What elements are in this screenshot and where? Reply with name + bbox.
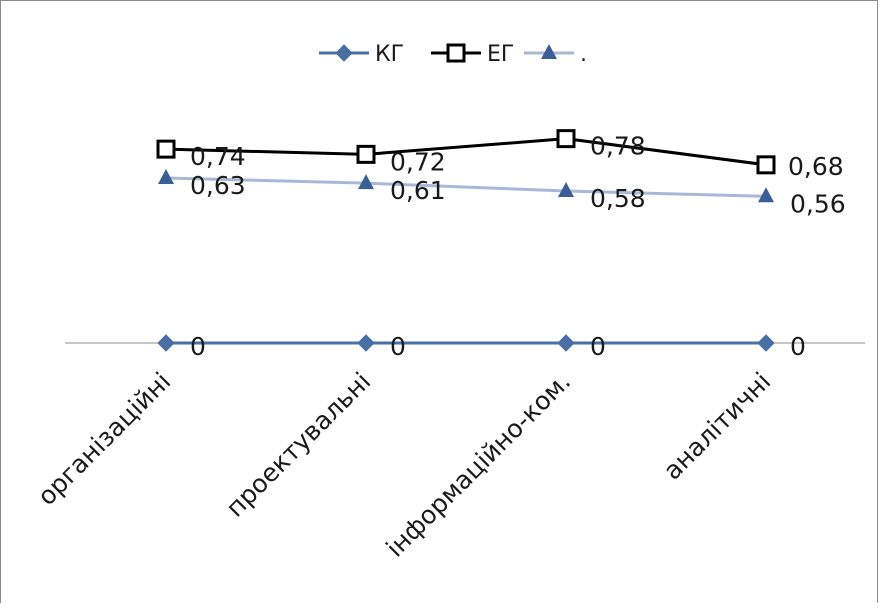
series-line <box>165 176 767 198</box>
data-labels: 0 0 0 0 0,74 0,72 0,78 0,68 0,63 0,61 0,58 0,56 <box>190 132 846 361</box>
category-label: організаційні <box>32 367 176 511</box>
data-point <box>157 334 175 352</box>
legend-label: КГ <box>375 42 404 67</box>
series-2 <box>156 129 776 175</box>
data-label: 0,78 <box>590 132 646 161</box>
data-point <box>757 334 775 352</box>
data-label: 0,63 <box>190 171 246 200</box>
data-point <box>556 129 576 149</box>
legend-item: . <box>524 42 587 67</box>
data-label: 0,61 <box>390 176 446 205</box>
data-label: 0,72 <box>390 147 446 176</box>
data-label: 0,74 <box>190 142 246 171</box>
series-line <box>165 137 767 167</box>
data-point <box>558 182 574 198</box>
data-label: 0,56 <box>790 189 846 218</box>
data-label: 0 <box>790 332 806 361</box>
legend-item: ЕГ <box>431 42 514 67</box>
legend-item: КГ <box>319 42 404 67</box>
data-point <box>756 155 776 175</box>
legend-marker <box>335 44 353 62</box>
data-point <box>158 168 174 184</box>
series-3 <box>158 168 774 203</box>
data-label: 0 <box>190 332 206 361</box>
series-1 <box>157 334 775 352</box>
data-point <box>358 174 374 190</box>
data-point <box>156 139 176 159</box>
category-labels: організаційні проектувальні інформаційно-к… <box>32 367 776 563</box>
legend-label: ЕГ <box>487 42 514 67</box>
data-label: 0,68 <box>788 152 844 181</box>
data-label: 0 <box>590 332 606 361</box>
category-label: інформаційно-ком. <box>380 367 576 563</box>
data-label: 0 <box>390 332 406 361</box>
data-point <box>356 144 376 164</box>
legend: КГ ЕГ. <box>319 42 587 67</box>
category-label: аналітичні <box>658 367 777 486</box>
data-point <box>557 334 575 352</box>
series-layer <box>156 129 776 352</box>
legend-label: . <box>580 42 587 67</box>
category-label: проектувальні <box>220 367 376 523</box>
legend-marker <box>446 43 466 63</box>
data-point <box>758 187 774 203</box>
data-point <box>357 334 375 352</box>
legend-marker <box>541 44 557 59</box>
data-label: 0,58 <box>590 184 646 213</box>
